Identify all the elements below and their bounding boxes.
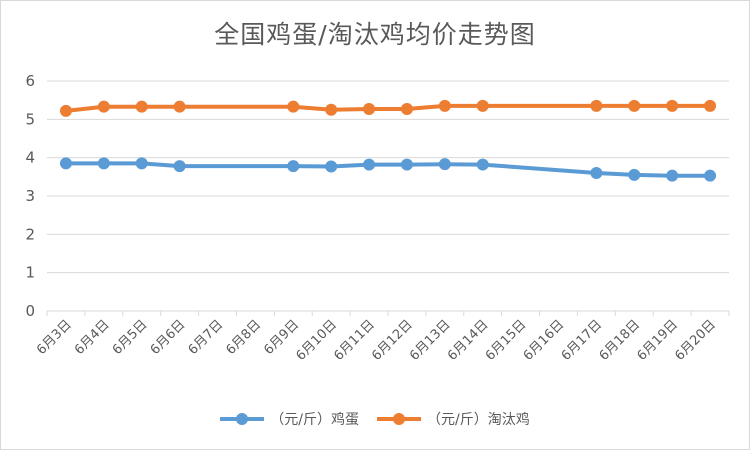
x-tick-label: 6月12日 [369, 317, 416, 364]
data-point [704, 169, 717, 182]
x-tick-label: 6月6日 [148, 317, 189, 358]
data-point [628, 168, 641, 181]
legend-label-eggs: （元/斤）鸡蛋 [270, 412, 359, 428]
legend-item-eggs: （元/斤）鸡蛋 [220, 409, 359, 429]
series-line-0 [63, 161, 713, 178]
y-tick-label: 5 [25, 110, 35, 128]
data-point [287, 160, 300, 173]
x-tick-label: 6月4日 [72, 317, 113, 358]
data-point [666, 169, 679, 182]
data-point [438, 158, 451, 171]
data-point [400, 102, 413, 115]
data-point [97, 100, 110, 113]
data-point [135, 100, 148, 113]
data-point [666, 99, 679, 112]
data-point [173, 160, 186, 173]
y-tick-label: 2 [25, 225, 35, 243]
x-tick-label: 6月14日 [445, 317, 492, 364]
x-tick-label: 6月15日 [483, 317, 530, 364]
legend-swatch-eggs [220, 413, 265, 425]
x-tick-label: 6月19日 [634, 317, 681, 364]
x-tick-label: 6月16日 [521, 317, 568, 364]
y-tick-label: 4 [25, 149, 35, 167]
legend-label-culled-hens: （元/斤）淘汰鸡 [427, 412, 530, 428]
x-tick-label: 6月13日 [407, 317, 454, 364]
x-tick-label: 6月10日 [293, 317, 340, 364]
legend-swatch-culled-hens [377, 413, 421, 425]
legend-item-culled-hens: （元/斤）淘汰鸡 [377, 409, 530, 429]
chart-title: 全国鸡蛋/淘汰鸡均价走势图 [214, 20, 536, 49]
data-point [97, 157, 110, 170]
data-point [476, 158, 489, 171]
x-tick-label: 6月5日 [110, 317, 151, 358]
data-point [363, 158, 376, 171]
data-point [135, 157, 148, 170]
x-tick-label: 6月8日 [224, 317, 265, 358]
y-tick-label: 6 [25, 72, 35, 90]
data-point [59, 157, 72, 170]
data-point [363, 102, 376, 115]
data-point [590, 99, 603, 112]
x-tick-label: 6月18日 [597, 317, 644, 364]
data-point [173, 100, 186, 113]
series-line-1 [63, 103, 713, 113]
y-tick-label: 0 [25, 302, 35, 320]
data-point [59, 104, 72, 117]
x-tick-label: 6月7日 [186, 317, 227, 358]
y-tick-label: 3 [25, 187, 35, 205]
x-tick-label: 6月3日 [34, 317, 75, 358]
data-point [287, 100, 300, 113]
data-point [325, 160, 338, 173]
legend: （元/斤）鸡蛋 （元/斤）淘汰鸡 [1, 409, 749, 429]
y-tick-label: 1 [25, 264, 35, 282]
data-point [590, 167, 603, 179]
data-point [704, 99, 717, 112]
x-tick-label: 6月20日 [672, 317, 719, 364]
data-point [628, 99, 641, 112]
data-point [400, 158, 413, 171]
data-point [438, 99, 451, 112]
x-tick-label: 6月17日 [559, 317, 606, 364]
data-point [325, 103, 338, 116]
x-tick-label: 6月11日 [331, 317, 378, 364]
data-point [476, 99, 489, 112]
